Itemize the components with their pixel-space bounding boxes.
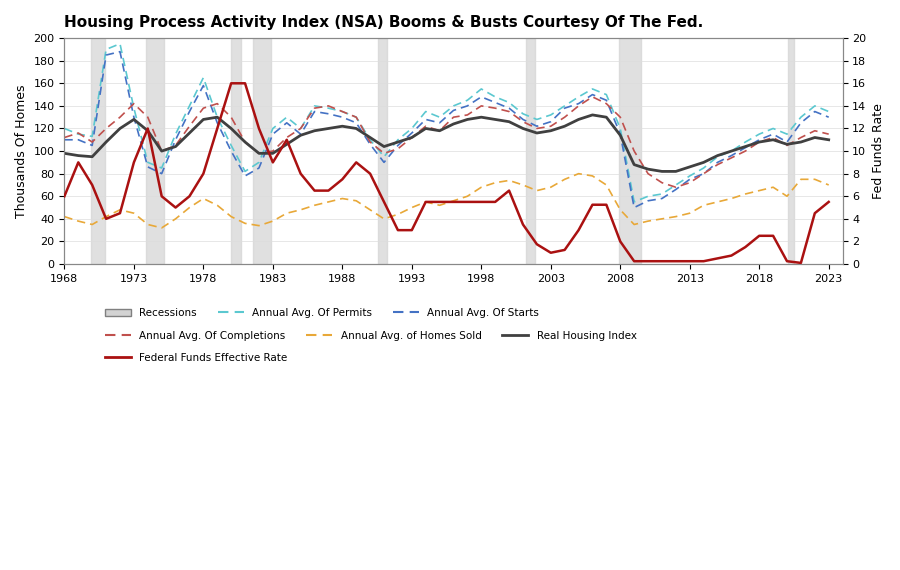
Bar bbox=[379, 38, 387, 264]
Bar bbox=[788, 38, 794, 264]
Bar bbox=[147, 38, 165, 264]
Legend: Federal Funds Effective Rate: Federal Funds Effective Rate bbox=[101, 349, 292, 367]
Text: Housing Process Activity Index (NSA) Booms & Busts Courtesy Of The Fed.: Housing Process Activity Index (NSA) Boo… bbox=[65, 15, 704, 30]
Y-axis label: Thousands Of Homes: Thousands Of Homes bbox=[15, 84, 28, 218]
Bar bbox=[254, 38, 272, 264]
Bar bbox=[231, 38, 241, 264]
Y-axis label: Fed Funds Rate: Fed Funds Rate bbox=[872, 103, 885, 199]
Bar bbox=[526, 38, 536, 264]
Bar bbox=[91, 38, 104, 264]
Bar bbox=[619, 38, 641, 264]
